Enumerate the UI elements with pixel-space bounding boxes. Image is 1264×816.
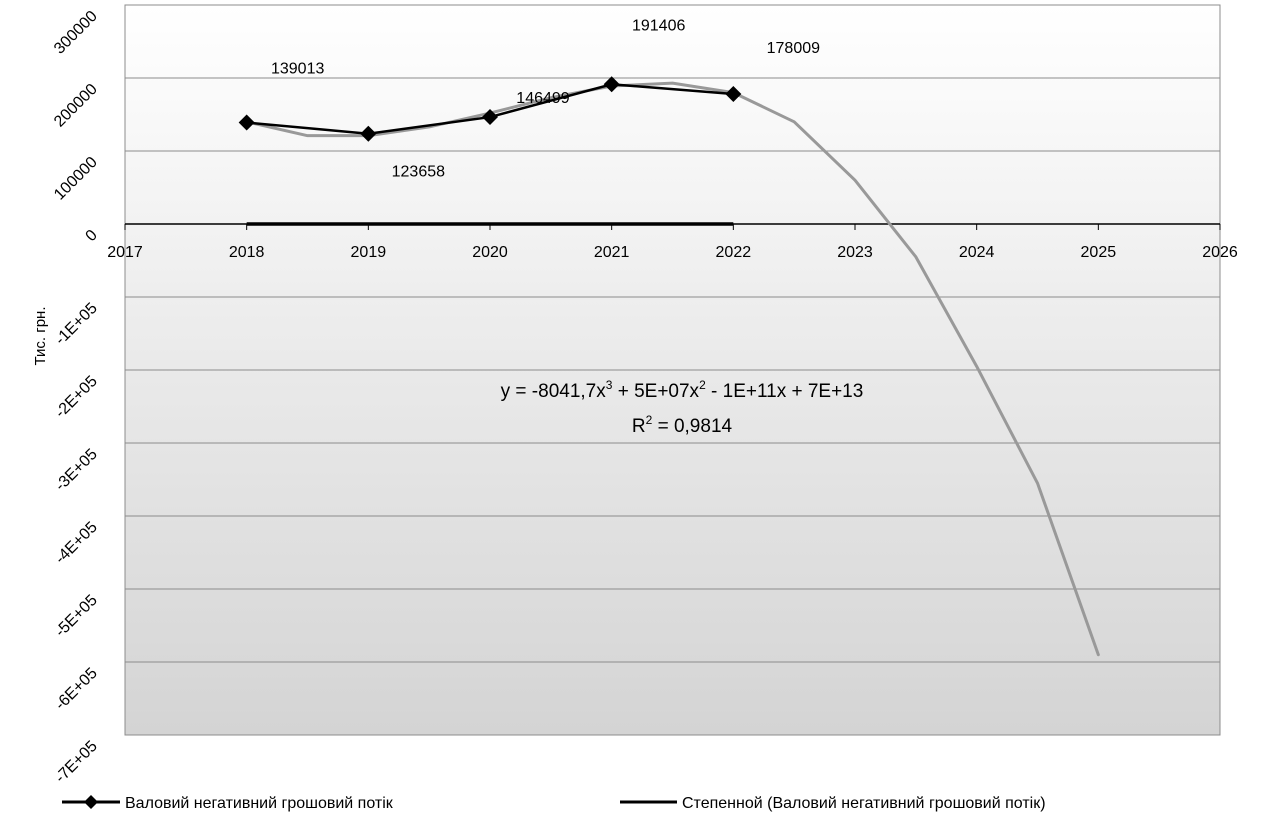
r-squared-lead: R <box>632 416 646 437</box>
data-label-2021: 191406 <box>632 17 685 34</box>
y-tick-label-10: -7E+05 <box>52 738 101 787</box>
data-point-2018 <box>238 114 255 131</box>
y-tick-label-2: 100000 <box>51 154 101 204</box>
r-squared-exponent: 2 <box>646 413 653 427</box>
trendline-equation: y = -8041,7x3 + 5E+07x2 - 1E+11x + 7E+13 <box>501 378 864 402</box>
legend-diamond-marker <box>84 795 98 809</box>
r-squared: R2 = 0,9814 <box>632 413 733 437</box>
y-axis: 300000 200000 100000 0 -1E+05 -2E+05 -3E+05 -4E… <box>51 8 101 787</box>
legend-label-power-trend: Степенной (Валовий негативний грошовий п… <box>682 795 1046 812</box>
data-label-2018: 139013 <box>271 61 324 78</box>
r-squared-tail: = 0,9814 <box>652 416 732 437</box>
data-point-2021 <box>603 76 620 93</box>
equation-tail: - 1E+11x + 7E+13 <box>706 381 864 402</box>
y-tick-label-9: -6E+05 <box>52 665 101 714</box>
y-tick-label-6: -3E+05 <box>52 446 101 495</box>
data-label-2020: 146499 <box>516 90 569 107</box>
x-tick-label-2024: 2024 <box>959 244 995 261</box>
equation-exponent-2: 2 <box>699 378 706 392</box>
data-point-2020 <box>482 109 498 126</box>
x-tick-label-2023: 2023 <box>837 244 873 261</box>
x-tick-label-2018: 2018 <box>229 244 265 261</box>
data-label-2022: 178009 <box>767 40 820 57</box>
grid-lines <box>125 4 1220 663</box>
y-tick-label-3: 0 <box>83 227 101 245</box>
x-tick-label-2017: 2017 <box>107 244 143 261</box>
data-point-2022 <box>725 86 742 103</box>
series-layer <box>238 76 1100 657</box>
equation-exponent-3: 3 <box>606 378 613 392</box>
equation-lead: y = -8041,7x <box>501 381 607 402</box>
y-tick-label-1: 200000 <box>51 81 101 131</box>
y-tick-label-8: -5E+05 <box>52 592 101 641</box>
y-tick-label-4: -1E+05 <box>52 300 101 349</box>
y-axis-title: Тис. грн. <box>32 307 49 366</box>
y-tick-label-5: -2E+05 <box>52 373 101 422</box>
x-tick-label-2021: 2021 <box>594 244 630 261</box>
data-label-2019: 123658 <box>392 164 445 181</box>
x-tick-label-2019: 2019 <box>351 244 387 261</box>
legend: Валовий негативний грошовий потік Степен… <box>62 795 1046 812</box>
equation-mid: + 5E+07x <box>612 381 699 402</box>
x-tick-label-2020: 2020 <box>472 244 508 261</box>
x-tick-label-2025: 2025 <box>1081 244 1117 261</box>
x-tick-label-2022: 2022 <box>716 244 752 261</box>
y-tick-label-0: 300000 <box>51 8 101 58</box>
data-labels: 139013 123658 146499 191406 178009 <box>271 17 820 180</box>
polynomial-trend-line <box>245 81 1100 657</box>
legend-label-gross-flow: Валовий негативний грошовий потік <box>125 795 394 812</box>
y-tick-label-7: -4E+05 <box>52 519 101 568</box>
x-tick-label-2026: 2026 <box>1202 244 1238 261</box>
data-point-2019 <box>360 125 377 142</box>
